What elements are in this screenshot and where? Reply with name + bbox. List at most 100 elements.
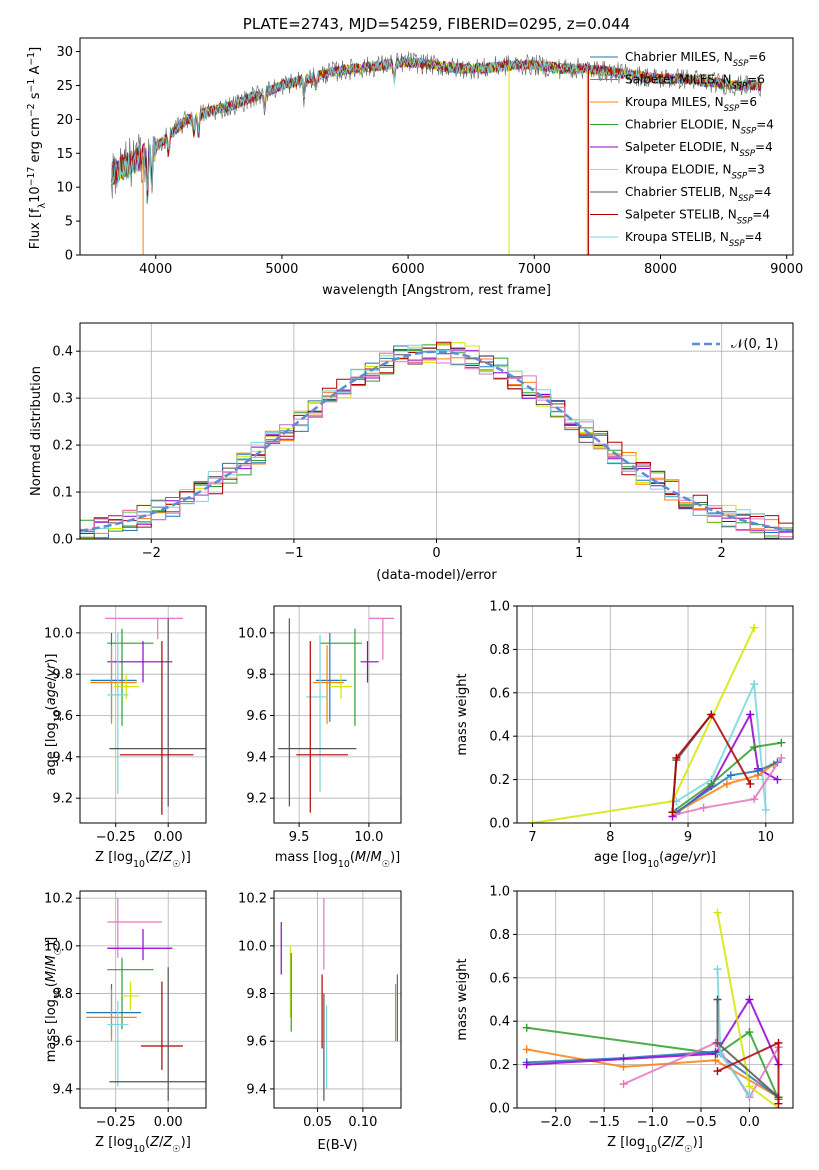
weight-marker <box>746 779 755 788</box>
y-axis-label: age [log10(age/yr)] <box>44 653 64 775</box>
weight-marker <box>528 819 537 823</box>
error-bar <box>107 929 173 961</box>
weight-marker <box>750 743 759 752</box>
weight-marker <box>522 1060 531 1069</box>
error-bar <box>107 1000 129 1087</box>
weight-marker <box>707 710 716 719</box>
weight-marker <box>716 1049 725 1058</box>
weight-marker <box>773 775 782 784</box>
y-tick-label: 9.8 <box>52 668 73 683</box>
weight-marker <box>522 1023 531 1032</box>
y-tick-label: 10.0 <box>44 626 73 641</box>
weight-marker <box>745 1082 754 1091</box>
plot-area <box>528 623 786 823</box>
y-tick-label: 0.0 <box>52 533 73 548</box>
weight-marker <box>713 995 722 1004</box>
y-tick-label: 0.4 <box>489 1015 510 1030</box>
y-tick-label: 9.8 <box>246 987 267 1002</box>
x-axis-label: Z [log10(Z/Z☉)] <box>95 1135 191 1155</box>
y-tick-label: 10 <box>56 181 73 196</box>
legend-label: 𝒩(0, 1) <box>731 337 778 352</box>
plot-area <box>522 908 783 1108</box>
error-bar <box>329 674 353 699</box>
weight-marker <box>750 623 759 632</box>
weight-marker <box>761 805 770 814</box>
y-tick-label: 9.6 <box>52 709 73 724</box>
weight-marker <box>713 908 722 917</box>
error-bar <box>107 632 129 795</box>
panel-mass-weight-vs-age: 7 8 9 10 0.0 0.2 0.4 0.6 0.8 1.0 <box>489 600 794 845</box>
y-axis-label: Flux [fλ10−17 erg cm−2 s−1 A−1] <box>26 47 48 249</box>
axes-frame <box>273 605 402 824</box>
plot-area <box>111 51 762 255</box>
weight-line <box>532 627 756 823</box>
legend-label: Chabrier MILES, NSSP=6 <box>625 50 766 69</box>
error-bar <box>296 641 348 813</box>
y-tick-label: 0.0 <box>489 1102 510 1117</box>
y-tick-label: 10.0 <box>44 939 73 954</box>
weight-line <box>671 741 782 813</box>
x-tick-label: −1 <box>284 546 303 561</box>
x-tick-label: 8 <box>606 830 614 845</box>
x-tick-label: 8000 <box>644 262 677 277</box>
weight-line <box>526 1026 780 1100</box>
y-tick-label: 25 <box>56 79 73 94</box>
y-tick-label: 9.4 <box>246 1082 267 1097</box>
weight-marker <box>713 965 722 974</box>
weight-marker <box>619 1062 628 1071</box>
legend-label: Salpeter ELODIE, NSSP=4 <box>625 140 773 159</box>
error-bar <box>105 617 183 640</box>
x-tick-label: 1 <box>575 546 583 561</box>
x-tick-label: 2 <box>718 546 726 561</box>
histogram-step <box>80 344 793 533</box>
plot-area <box>86 898 206 1101</box>
y-tick-label: 5 <box>65 215 73 230</box>
y-tick-label: 9.4 <box>52 1082 73 1097</box>
y-axis-label: mass weight <box>455 958 470 1040</box>
y-axis-label: Normed distribution <box>29 366 44 496</box>
error-bar <box>119 641 194 815</box>
panel-mass-vs-extinction: 0.05 0.10 9.4 9.6 9.8 10.0 10.2 <box>238 890 402 1130</box>
normal-curve <box>80 350 793 533</box>
panel-spectrum: 4000 5000 6000 7000 8000 9000 0 5 10 15 20 25 30 <box>56 37 803 277</box>
x-tick-label: 10 <box>758 830 775 845</box>
x-tick-label: 9 <box>684 830 692 845</box>
x-tick-label: 6000 <box>392 262 425 277</box>
x-axis-label: (data-model)/error <box>376 568 497 583</box>
axes-frame <box>79 605 207 824</box>
error-bar <box>368 617 395 660</box>
weight-series <box>713 908 783 1108</box>
x-tick-label: 0 <box>432 546 440 561</box>
y-axis-label: mass [log10(M/M☉)] <box>44 937 64 1063</box>
x-axis-label: E(B-V) <box>317 1138 357 1153</box>
y-tick-label: 0.6 <box>489 686 510 701</box>
weight-marker <box>668 808 677 817</box>
x-axis-label: wavelength [Angstrom, rest frame] <box>322 283 551 298</box>
error-bar <box>107 628 154 726</box>
y-tick-label: 0.8 <box>489 643 510 658</box>
x-tick-label: −2.0 <box>540 1115 572 1130</box>
x-axis-label: mass [log10(M/M☉)] <box>275 850 401 870</box>
histogram-step <box>80 341 793 532</box>
y-tick-label: 0.2 <box>489 773 510 788</box>
x-tick-label: 0.05 <box>303 1115 332 1130</box>
weight-marker <box>777 753 786 762</box>
weight-marker <box>745 995 754 1004</box>
weight-line <box>671 712 752 813</box>
y-tick-label: 0.2 <box>52 439 73 454</box>
y-tick-label: 20 <box>56 113 73 128</box>
error-bar <box>109 967 206 1101</box>
error-bar <box>360 641 379 683</box>
x-tick-label: −1.5 <box>588 1115 620 1130</box>
spectrum-line <box>111 56 762 196</box>
error-bar <box>86 988 137 1042</box>
y-tick-label: 15 <box>56 147 73 162</box>
y-tick-label: 0.2 <box>489 1058 510 1073</box>
weight-marker <box>774 1099 783 1108</box>
plot-area <box>80 341 793 539</box>
panel-age-vs-metallicity: −0.25 0.00 9.2 9.4 9.6 9.8 10.0 <box>44 605 207 845</box>
legend: Chabrier MILES, NSSP=6 Salpeter MILES, NS… <box>590 50 774 249</box>
weight-marker <box>750 795 759 804</box>
weight-marker <box>713 1038 722 1047</box>
